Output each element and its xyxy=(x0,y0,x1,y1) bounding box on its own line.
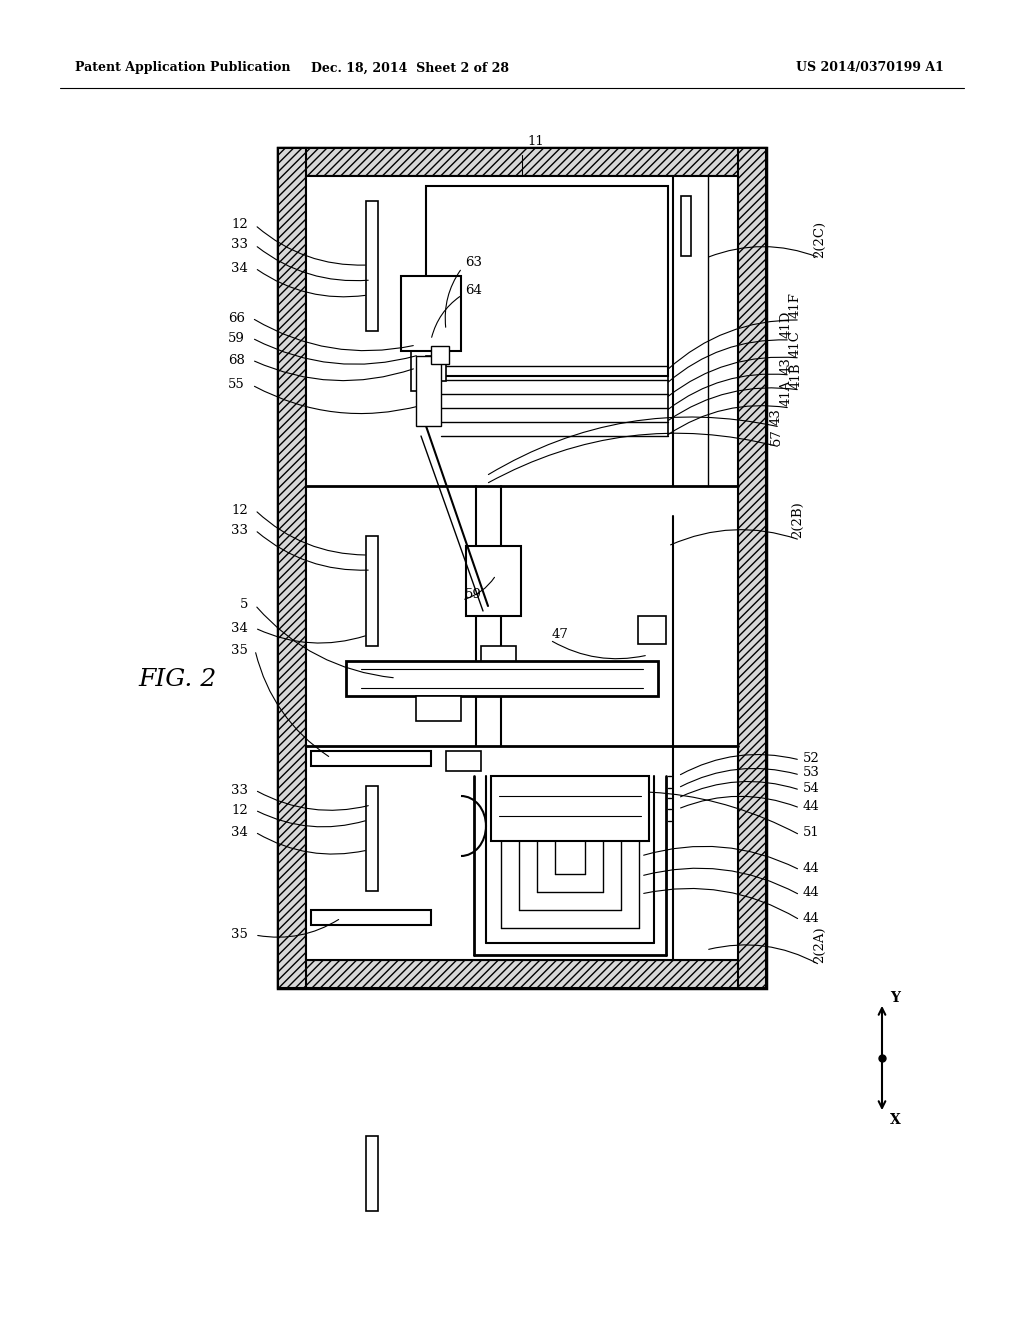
Text: 57: 57 xyxy=(770,428,783,445)
Text: 43: 43 xyxy=(770,408,783,425)
Text: Patent Application Publication: Patent Application Publication xyxy=(75,62,291,74)
Text: 41C: 41C xyxy=(790,330,802,356)
Text: Y: Y xyxy=(890,991,900,1005)
Text: 66: 66 xyxy=(228,312,245,325)
Bar xyxy=(366,785,378,891)
Text: 2(2A): 2(2A) xyxy=(813,927,826,964)
Text: 55: 55 xyxy=(228,379,245,392)
Text: 52: 52 xyxy=(803,751,820,764)
Bar xyxy=(278,148,306,987)
Bar xyxy=(416,356,441,426)
Bar xyxy=(311,909,431,925)
Text: 54: 54 xyxy=(803,781,820,795)
Text: 41B: 41B xyxy=(790,363,803,389)
Bar xyxy=(416,696,461,721)
Bar xyxy=(306,176,738,960)
Bar xyxy=(446,751,481,771)
Text: 43: 43 xyxy=(780,358,793,374)
Bar xyxy=(366,201,378,331)
Bar xyxy=(426,356,446,381)
Text: 33: 33 xyxy=(231,239,248,252)
Bar xyxy=(481,645,516,686)
Bar xyxy=(366,1137,378,1210)
Bar xyxy=(431,346,449,364)
Text: 33: 33 xyxy=(231,524,248,536)
Text: 2(2B): 2(2B) xyxy=(791,502,804,539)
Text: 44: 44 xyxy=(803,887,820,899)
Bar xyxy=(366,536,378,645)
Text: 59: 59 xyxy=(228,331,245,345)
Bar xyxy=(401,276,461,351)
Text: 34: 34 xyxy=(231,825,248,838)
Text: 64: 64 xyxy=(465,284,482,297)
Text: 33: 33 xyxy=(231,784,248,796)
Text: US 2014/0370199 A1: US 2014/0370199 A1 xyxy=(796,62,944,74)
Bar xyxy=(346,661,658,696)
Text: 12: 12 xyxy=(231,219,248,231)
Text: FIG. 2: FIG. 2 xyxy=(138,668,216,692)
Bar xyxy=(311,751,431,766)
Bar xyxy=(638,616,666,644)
Bar xyxy=(411,341,441,391)
Text: 59: 59 xyxy=(465,589,482,602)
Bar xyxy=(490,776,649,841)
Text: 53: 53 xyxy=(803,767,820,780)
Text: 11: 11 xyxy=(527,135,544,148)
Text: 41D: 41D xyxy=(780,310,793,338)
Text: 5: 5 xyxy=(240,598,248,611)
Bar xyxy=(278,148,766,176)
Text: 35: 35 xyxy=(231,644,248,656)
Text: 41F: 41F xyxy=(790,292,802,318)
Bar xyxy=(738,148,766,987)
Bar xyxy=(426,186,668,376)
Text: 63: 63 xyxy=(465,256,482,268)
Text: X: X xyxy=(890,1113,901,1127)
Text: 35: 35 xyxy=(231,928,248,941)
Text: 68: 68 xyxy=(228,354,245,367)
Text: 2(2C): 2(2C) xyxy=(813,220,826,257)
Bar xyxy=(466,546,521,616)
Text: 12: 12 xyxy=(231,804,248,817)
Text: 44: 44 xyxy=(803,862,820,874)
Text: 44: 44 xyxy=(803,800,820,813)
Text: 44: 44 xyxy=(803,912,820,924)
Bar xyxy=(278,960,766,987)
Text: 34: 34 xyxy=(231,261,248,275)
Text: 51: 51 xyxy=(803,825,820,838)
Bar xyxy=(278,148,766,987)
Text: 41A: 41A xyxy=(780,380,793,407)
Text: 34: 34 xyxy=(231,622,248,635)
Text: Dec. 18, 2014  Sheet 2 of 28: Dec. 18, 2014 Sheet 2 of 28 xyxy=(311,62,509,74)
Text: 12: 12 xyxy=(231,503,248,516)
Bar xyxy=(681,195,691,256)
Text: 47: 47 xyxy=(552,628,569,642)
